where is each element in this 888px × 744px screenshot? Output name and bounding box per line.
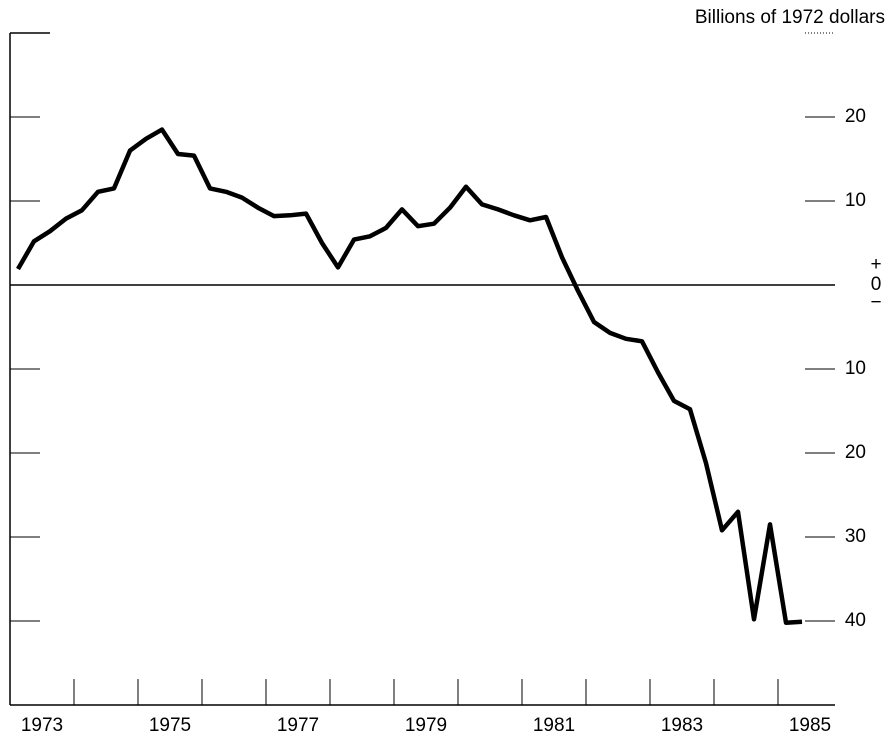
x-tick-label: 1983: [661, 715, 703, 736]
y-tick-label: 30: [845, 526, 866, 547]
y-tick-label: 20: [845, 442, 866, 463]
zero-sign: −: [870, 292, 881, 313]
x-tick-label: 1975: [149, 715, 191, 736]
y-tick-label: 10: [845, 358, 866, 379]
y-tick-label: 40: [845, 610, 866, 631]
x-tick-label: 1977: [277, 715, 319, 736]
y-tick-label: 0: [871, 274, 882, 295]
zero-sign: +: [870, 254, 881, 275]
x-tick-label: 1985: [789, 715, 831, 736]
chart-title: Billions of 1972 dollars: [695, 7, 885, 28]
x-tick-label: 1973: [21, 715, 63, 736]
x-tick-label: 1981: [533, 715, 575, 736]
x-tick-label: 1979: [405, 715, 447, 736]
data-line: [16, 127, 803, 625]
y-tick-label: 20: [845, 106, 866, 127]
y-tick-label: 10: [845, 190, 866, 211]
